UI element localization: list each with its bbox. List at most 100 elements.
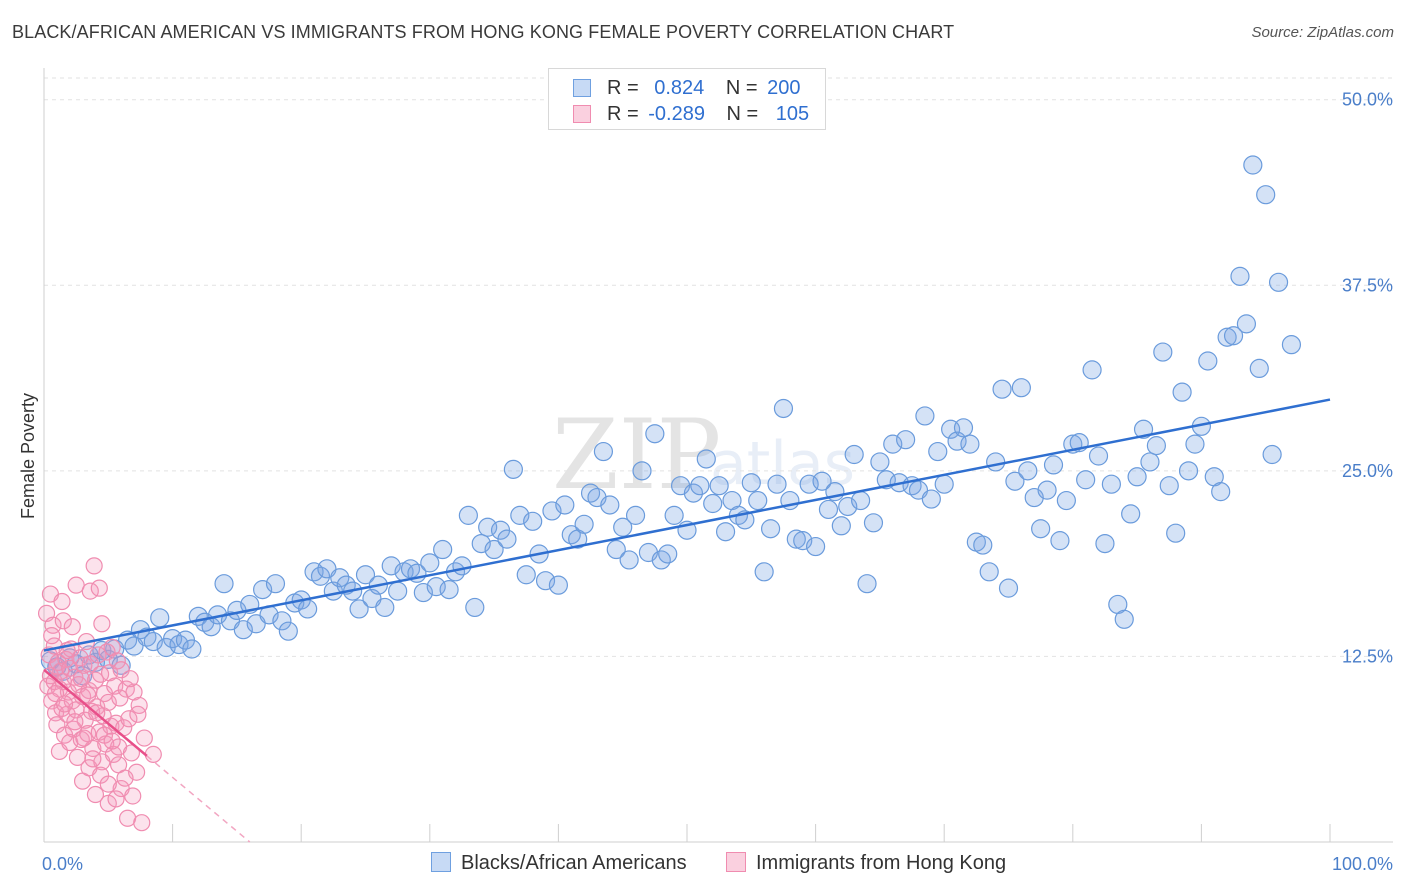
pink-point [121, 670, 139, 688]
legend-r-value: -0.289 [648, 103, 705, 125]
trend-line-hongkong-extension [146, 755, 251, 843]
blue-point [998, 578, 1019, 598]
pink-point [108, 652, 126, 670]
pink-point [122, 744, 141, 762]
blue-point [812, 471, 832, 491]
blue-point [805, 536, 826, 557]
blue-point [1185, 434, 1205, 454]
blue-point [619, 550, 639, 570]
blue-point [1076, 470, 1096, 490]
blue-point [973, 535, 993, 555]
blue-point [831, 516, 851, 536]
blue-point [760, 519, 781, 539]
blue-point [915, 406, 935, 426]
blue-point [278, 621, 298, 641]
blue-point [928, 441, 948, 462]
blue-point [741, 473, 761, 493]
legend-n-value: 200 [767, 77, 801, 99]
blue-point [690, 476, 710, 496]
blue-point [1249, 358, 1269, 379]
blue-point [452, 556, 472, 576]
pink-point [53, 592, 71, 611]
blue-point [1166, 523, 1186, 543]
blue-point [715, 522, 736, 542]
pink-point [133, 814, 151, 832]
blue-point [1127, 467, 1147, 487]
pink-point [129, 705, 147, 723]
blue-point [625, 505, 646, 525]
blue-point [1178, 461, 1199, 481]
blue-point [986, 452, 1006, 472]
blue-point [896, 430, 916, 450]
blue-point [1223, 326, 1244, 346]
pink-point [75, 656, 93, 674]
blue-point [696, 449, 716, 469]
pink-point [79, 686, 97, 704]
blue-point [754, 562, 774, 582]
blue-point [182, 639, 202, 659]
blue-point [497, 529, 517, 549]
series-hongkong-points [37, 557, 162, 832]
blue-point [600, 495, 620, 515]
blue-point [1011, 378, 1031, 398]
pink-point [90, 579, 108, 597]
legend-n-value: 105 [775, 103, 810, 125]
pink-point [66, 713, 84, 731]
bottom-legend-hongkong: Immigrants from Hong Kong [726, 852, 1006, 875]
blue-point [1101, 474, 1121, 494]
blue-point [613, 517, 633, 537]
blue-point [439, 580, 459, 600]
blue-point [953, 418, 974, 438]
blue-point [1018, 461, 1038, 481]
blue-point [593, 441, 614, 462]
blue-point [658, 544, 678, 564]
blue-point [214, 574, 234, 594]
blue-point [703, 493, 723, 514]
y-tick-label: 50.0% [1342, 90, 1393, 110]
pink-point [118, 809, 137, 827]
blue-point [349, 599, 369, 619]
pink-point [120, 710, 138, 728]
blue-point [1146, 436, 1166, 456]
blue-point [465, 597, 485, 618]
chart-title: BLACK/AFRICAN AMERICAN VS IMMIGRANTS FRO… [12, 22, 955, 42]
blue-point [1121, 504, 1141, 524]
blue-point [1037, 480, 1057, 500]
pink-point [116, 769, 134, 787]
legend-swatch-blue [573, 79, 591, 97]
blue-point [709, 476, 729, 496]
pink-point [112, 661, 130, 679]
blue-point [863, 513, 884, 533]
pink-point [57, 650, 75, 668]
blue-point [1262, 444, 1282, 465]
legend-n-label: N = [726, 103, 759, 125]
blue-point [484, 539, 504, 560]
blue-point [1031, 519, 1051, 539]
blue-point [606, 539, 626, 560]
y-tick-label: 37.5% [1342, 275, 1393, 295]
blue-point [310, 566, 331, 586]
blue-point [851, 490, 871, 511]
blue-point [1153, 342, 1173, 362]
pink-point [75, 729, 93, 747]
blue-point [883, 434, 903, 454]
pink-point [124, 787, 142, 805]
blue-point [934, 474, 954, 494]
blue-point [645, 424, 665, 444]
bottom-legend-swatch-blue [431, 852, 451, 872]
blue-point [1198, 351, 1218, 371]
legend-r-label: R = [607, 77, 639, 99]
pink-point [135, 729, 153, 747]
blue-point [1088, 446, 1109, 466]
pink-point [63, 618, 81, 636]
pink-point [99, 775, 117, 793]
legend-n-label: N = [725, 77, 758, 99]
blue-point [664, 505, 684, 525]
bottom-legend-blacks: Blacks/African Americans [431, 852, 687, 875]
blue-point [632, 461, 652, 481]
grid-lines [44, 77, 1393, 657]
series-blacks-points [40, 155, 1302, 686]
pink-point [144, 745, 162, 764]
legend-swatch-pink [573, 105, 591, 123]
